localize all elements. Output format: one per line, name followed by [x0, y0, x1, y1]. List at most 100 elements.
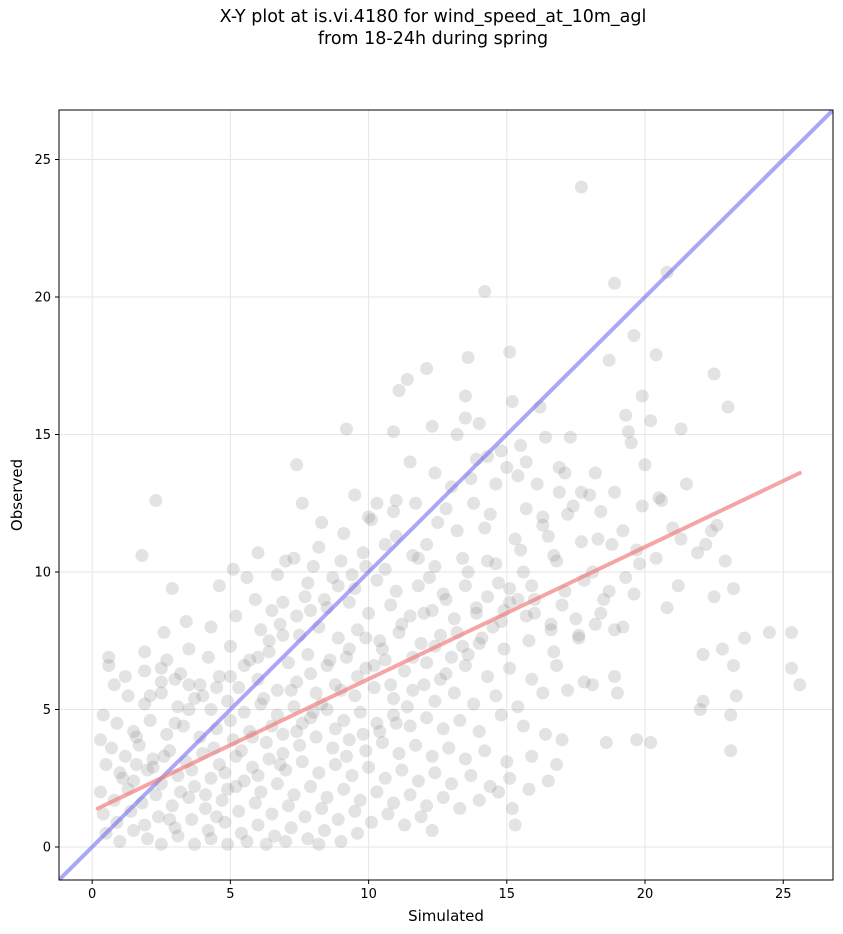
data-point	[157, 626, 171, 639]
data-point	[528, 606, 541, 620]
data-point	[431, 516, 445, 529]
data-point	[276, 628, 290, 642]
data-point	[281, 656, 295, 670]
data-point	[503, 771, 517, 785]
data-point	[279, 835, 293, 848]
data-point	[298, 810, 312, 824]
data-point	[655, 494, 669, 507]
data-point	[525, 749, 539, 763]
data-point	[516, 565, 530, 579]
identity-line	[59, 110, 833, 880]
data-point	[387, 692, 400, 705]
data-point	[359, 631, 373, 645]
data-point	[492, 785, 505, 799]
data-point	[608, 276, 622, 290]
data-point	[259, 736, 273, 749]
data-point	[375, 736, 389, 749]
data-point	[458, 411, 472, 425]
data-point	[201, 650, 215, 664]
data-point	[351, 623, 364, 637]
data-point	[696, 648, 710, 661]
data-point	[478, 744, 492, 758]
data-point	[461, 351, 475, 364]
data-point	[428, 766, 442, 780]
data-point	[541, 529, 555, 543]
data-point	[453, 714, 467, 727]
data-point	[458, 389, 472, 403]
data-point	[464, 769, 478, 782]
data-point	[718, 554, 732, 568]
data-point	[353, 705, 367, 719]
data-point	[306, 560, 320, 573]
data-point	[508, 532, 522, 546]
data-point	[154, 675, 168, 689]
data-point	[154, 686, 168, 700]
x-tick-label: 5	[226, 887, 234, 902]
data-point	[149, 788, 163, 802]
data-point	[434, 672, 447, 686]
data-point	[215, 793, 229, 807]
data-point	[392, 384, 406, 397]
data-point	[522, 634, 536, 648]
data-point	[179, 615, 193, 628]
data-point	[627, 587, 641, 601]
data-point	[152, 810, 165, 824]
data-point	[342, 733, 356, 747]
data-point	[500, 755, 514, 769]
data-point	[141, 832, 154, 846]
data-point	[279, 554, 293, 568]
data-point	[389, 494, 403, 507]
data-point	[237, 659, 251, 672]
data-point	[486, 620, 500, 634]
data-point	[94, 785, 107, 799]
data-point	[519, 609, 533, 623]
data-point	[445, 650, 458, 664]
data-point	[154, 837, 168, 851]
data-point	[409, 496, 423, 510]
data-point	[602, 353, 616, 367]
data-point	[287, 788, 301, 802]
data-point	[160, 727, 174, 741]
data-point	[392, 626, 406, 639]
data-point	[403, 455, 417, 469]
data-point	[420, 538, 434, 551]
data-point	[254, 785, 268, 799]
data-point	[276, 747, 290, 760]
data-point	[762, 626, 776, 639]
data-point	[627, 329, 641, 342]
data-point	[514, 543, 528, 557]
data-point	[621, 425, 635, 439]
data-point	[478, 521, 492, 535]
data-point	[312, 766, 326, 780]
data-point	[555, 733, 569, 747]
data-point	[481, 590, 494, 604]
data-point	[398, 664, 411, 678]
data-point	[312, 837, 326, 851]
data-point	[707, 590, 721, 604]
data-point	[107, 678, 121, 692]
data-point	[599, 736, 613, 749]
data-point	[481, 554, 494, 568]
data-point	[110, 716, 124, 730]
plot-frame	[58, 109, 834, 881]
data-point	[359, 744, 373, 758]
data-point	[439, 593, 453, 606]
data-point	[210, 810, 224, 824]
data-point	[96, 708, 110, 722]
data-point	[176, 719, 190, 733]
data-point	[472, 637, 486, 650]
data-point	[188, 692, 201, 705]
data-point	[287, 700, 301, 714]
data-point	[246, 760, 259, 774]
data-point	[287, 551, 301, 565]
data-point	[174, 785, 188, 799]
data-point	[644, 414, 658, 428]
data-point	[157, 749, 171, 763]
data-point	[315, 802, 329, 815]
y-tick-label: 5	[43, 703, 51, 718]
data-point	[671, 579, 685, 593]
data-point	[605, 538, 619, 551]
reference-lines	[59, 110, 833, 880]
data-point	[400, 700, 414, 714]
data-point	[414, 810, 428, 824]
